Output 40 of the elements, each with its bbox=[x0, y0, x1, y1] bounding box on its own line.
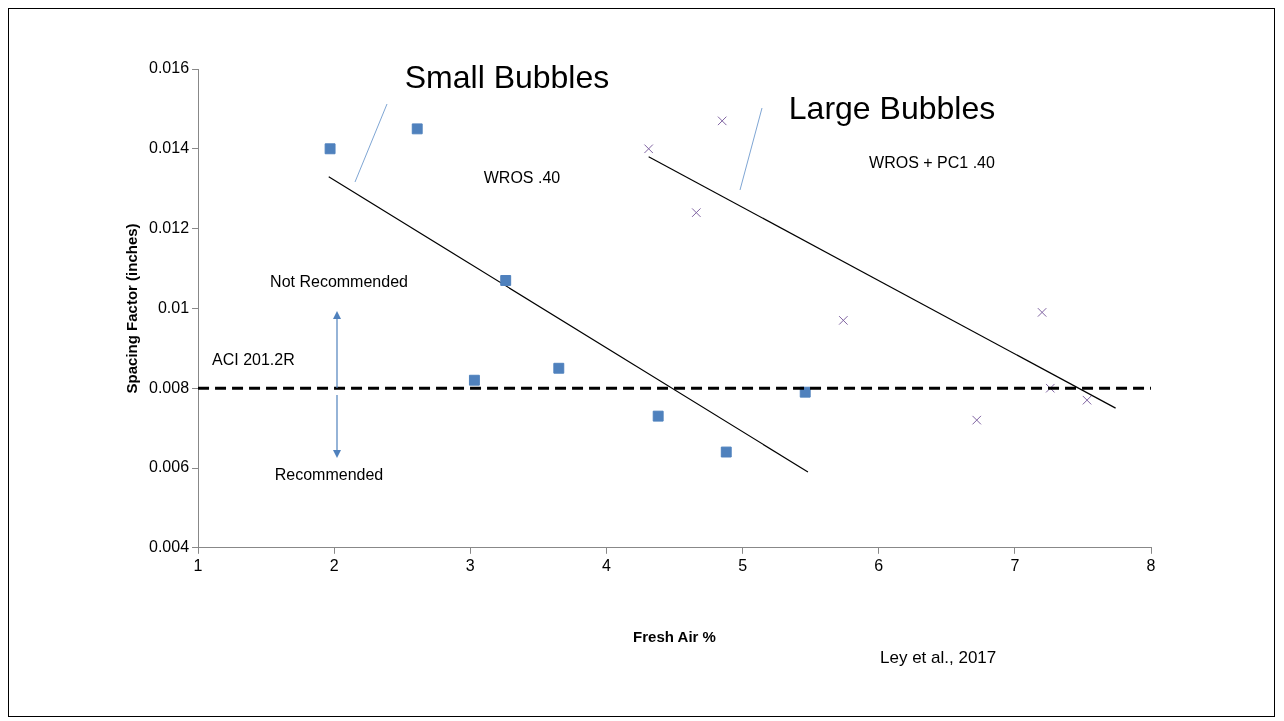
x-tick-label: 7 bbox=[1010, 556, 1020, 574]
point bbox=[720, 446, 732, 458]
annotation: WROS .40 bbox=[483, 169, 561, 187]
ref-line-label: ACI 201.2R bbox=[212, 350, 295, 368]
x-axis-title: Fresh Air % bbox=[633, 628, 716, 646]
annotation: Not Recommended bbox=[270, 273, 408, 291]
point bbox=[652, 410, 664, 422]
point bbox=[691, 207, 702, 218]
y-tick-label: 0.008 bbox=[148, 378, 190, 396]
x-tick-label: 5 bbox=[738, 556, 748, 574]
point bbox=[1045, 383, 1055, 393]
annotation: Recommended bbox=[274, 466, 384, 484]
y-tick-label: 0.006 bbox=[148, 458, 190, 476]
y-tick-label: 0.01 bbox=[157, 298, 190, 316]
point bbox=[1082, 395, 1092, 405]
text: Ley et al., 2017 bbox=[880, 648, 997, 668]
y-tick-label: 0.012 bbox=[148, 219, 190, 237]
point bbox=[972, 415, 982, 425]
y-tick-label: 0.004 bbox=[148, 538, 190, 556]
annotation: WROS + PC1 .40 bbox=[869, 154, 995, 172]
point bbox=[643, 144, 654, 154]
y-tick-label: 0.014 bbox=[148, 139, 190, 157]
point bbox=[324, 143, 336, 155]
point bbox=[468, 374, 480, 386]
x-tick-label: 3 bbox=[465, 556, 475, 574]
point bbox=[500, 275, 512, 286]
annotation: Small Bubbles bbox=[404, 58, 610, 96]
x-tick-label: 6 bbox=[874, 556, 884, 574]
x-tick-label: 8 bbox=[1146, 556, 1156, 574]
annotation: Large Bubbles bbox=[788, 89, 996, 127]
x-tick-label: 2 bbox=[329, 556, 339, 574]
point bbox=[553, 362, 565, 374]
point bbox=[838, 315, 849, 326]
x-tick-label: 4 bbox=[602, 556, 611, 574]
point bbox=[1037, 307, 1047, 318]
y-axis-title: Spacing Factor (inches) bbox=[123, 223, 141, 394]
y-tick-label: 0.016 bbox=[148, 59, 190, 77]
x-tick-label: 1 bbox=[193, 556, 203, 574]
point bbox=[411, 123, 423, 135]
point bbox=[717, 116, 727, 126]
